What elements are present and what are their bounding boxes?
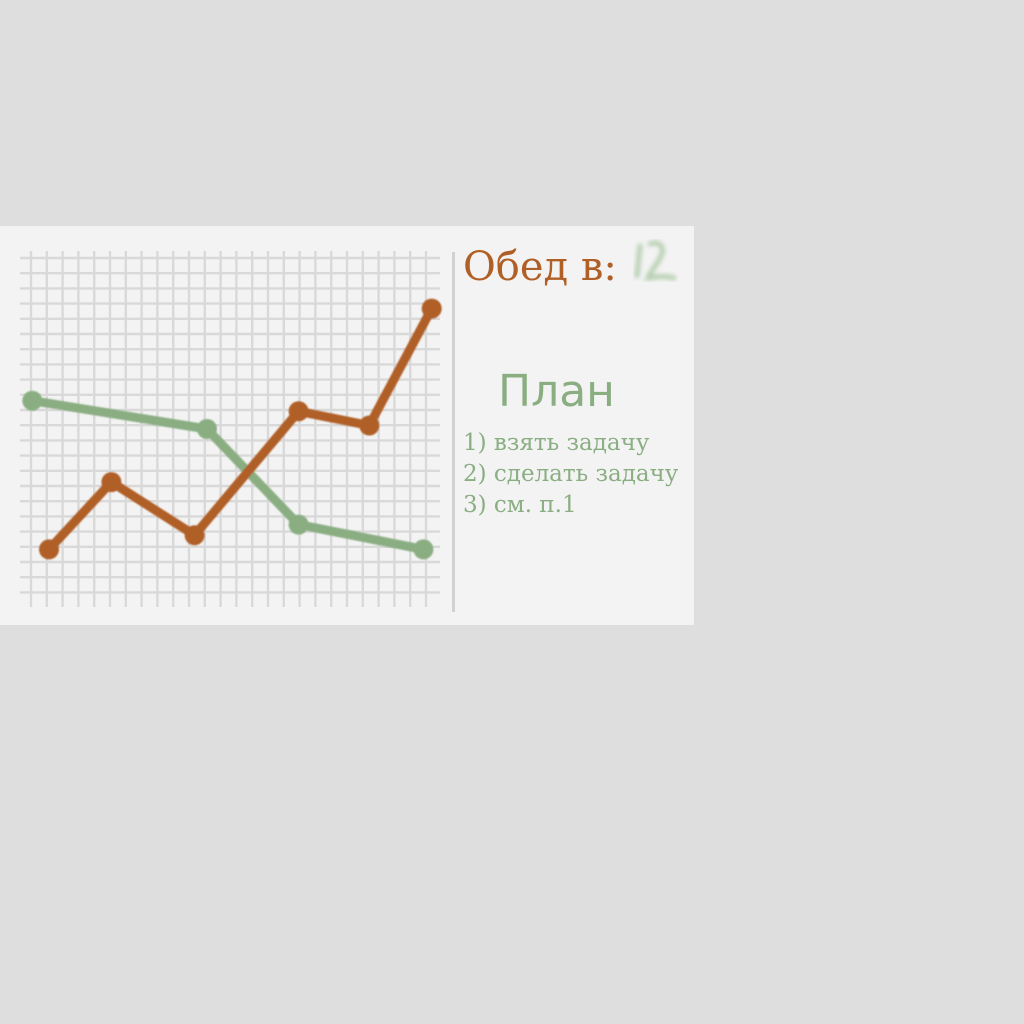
plan-title: План	[498, 366, 615, 417]
series-1-point-1	[22, 390, 43, 411]
series-1-point-2	[197, 419, 217, 439]
lunch-label: Обед в:	[463, 244, 617, 290]
series-line-1	[27, 396, 428, 554]
line-chart	[20, 251, 442, 607]
plan-item: 2) сделать задачу	[463, 461, 679, 487]
series-1-point-3	[288, 514, 309, 535]
series-2-point-6	[421, 298, 442, 319]
series-2-point-1	[39, 539, 59, 560]
plan-item: 3) см. п.1	[463, 492, 577, 518]
series-2-point-2	[101, 472, 122, 493]
whiteboard: Обед в: План 1) взять задачу 2) сделать …	[0, 226, 694, 625]
plan-item: 1) взять задачу	[463, 430, 650, 456]
series-1-point-4	[413, 539, 434, 560]
board-divider	[452, 252, 455, 612]
plan-list: 1) взять задачу 2) сделать задачу 3) см.…	[463, 428, 678, 521]
series-line-2	[44, 304, 437, 554]
chart-series-layer	[22, 298, 442, 560]
scribble-icon	[634, 240, 677, 282]
series-2-point-4	[288, 401, 309, 422]
series-2-point-3	[184, 525, 205, 546]
series-2-point-5	[359, 415, 380, 436]
